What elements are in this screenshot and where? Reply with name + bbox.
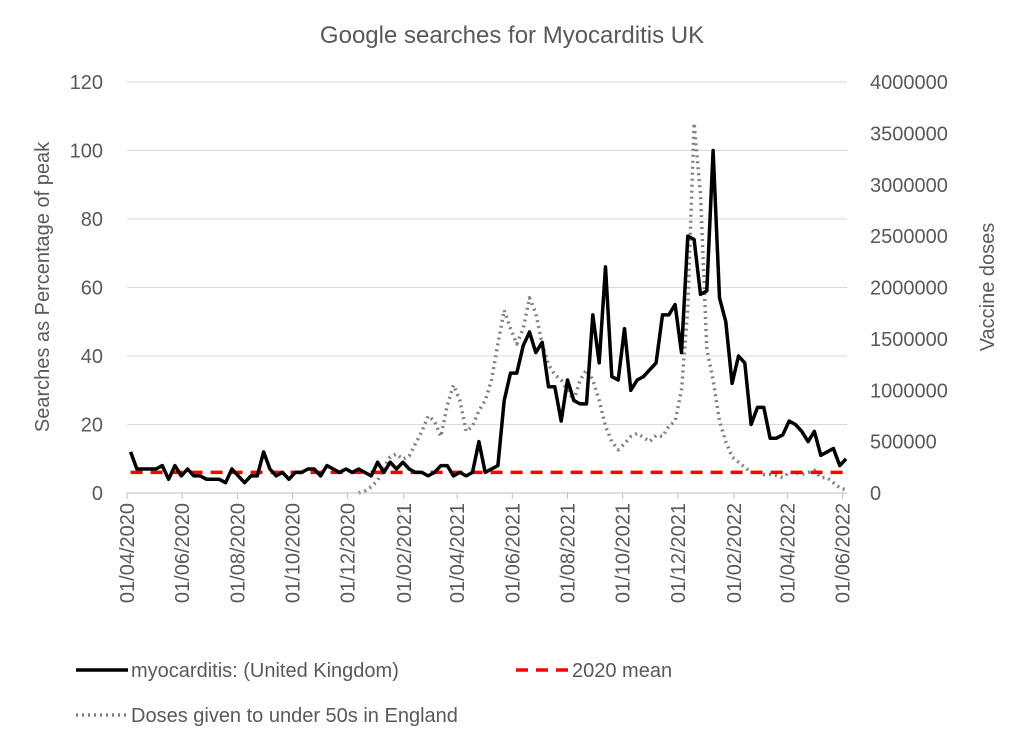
y-left-tick-label: 40 — [81, 346, 103, 368]
legend: myocarditis: (United Kingdom) 2020 mean … — [76, 660, 672, 727]
y-right-tick-label: 3000000 — [870, 175, 948, 197]
x-tick-label: 01/06/2021 — [502, 503, 524, 603]
y-left-tick-label: 0 — [92, 483, 103, 505]
x-tick-label: 01/02/2022 — [724, 503, 746, 603]
x-tick-label: 01/04/2022 — [777, 503, 799, 603]
y-left-tick-label: 120 — [70, 72, 103, 94]
legend-label-myocarditis: myocarditis: (United Kingdom) — [131, 660, 399, 682]
y-left-tick-label: 60 — [81, 278, 103, 300]
series-layer — [128, 121, 848, 495]
x-tick-label: 01/02/2021 — [394, 503, 416, 603]
x-tick-label: 01/08/2020 — [227, 503, 249, 603]
y-right-tick-label: 2000000 — [870, 278, 948, 300]
x-tick-label: 01/08/2021 — [558, 503, 580, 603]
x-tick-label: 01/06/2020 — [172, 503, 194, 603]
x-tick-label: 01/10/2021 — [613, 503, 635, 603]
y-left-tick-label: 20 — [81, 415, 103, 437]
y-right-tick-label: 1000000 — [870, 380, 948, 402]
x-tick-label: 01/10/2020 — [283, 503, 305, 603]
gridlines — [127, 81, 847, 425]
y-right-tick-label: 500000 — [870, 432, 937, 454]
axes: 0 20 40 60 80 100 120 0 500000 1000000 1500000 2000… — [70, 72, 948, 603]
y-left-tick-label: 100 — [70, 141, 103, 163]
y-right-tick-label: 1500000 — [870, 329, 948, 351]
y-left-axis-label: Searches as Percentage of peak — [32, 141, 54, 432]
y-right-axis-label: Vaccine doses — [977, 223, 999, 352]
x-tick-label: 01/12/2020 — [338, 503, 360, 603]
y-right-tick-label: 0 — [870, 483, 881, 505]
legend-label-2020-mean: 2020 mean — [572, 660, 672, 682]
series-line-doses-given-to-under-50s-in-england — [358, 121, 847, 495]
x-tick-label: 01/04/2020 — [117, 503, 139, 603]
y-right-tick-label: 2500000 — [870, 226, 948, 248]
series-line-myocarditis-united-kingdom — [128, 148, 848, 485]
y-left-tick-label: 80 — [81, 209, 103, 231]
chart-title: Google searches for Myocarditis UK — [320, 22, 704, 49]
y-right-tick-label: 4000000 — [870, 72, 948, 94]
x-tick-label: 01/12/2021 — [668, 503, 690, 603]
x-tick-label: 01/04/2021 — [447, 503, 469, 603]
legend-label-doses: Doses given to under 50s in England — [131, 705, 458, 727]
y-right-tick-label: 3500000 — [870, 123, 948, 145]
x-tick-label: 01/06/2022 — [832, 503, 854, 603]
